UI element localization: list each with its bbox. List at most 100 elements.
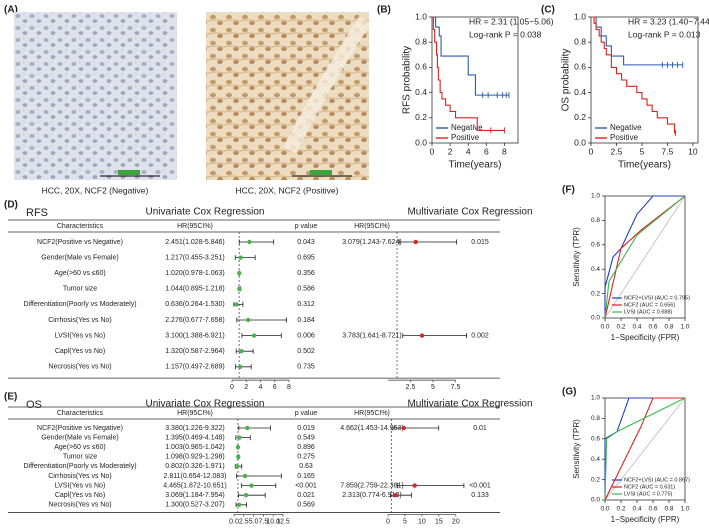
hr-label: 2.276(0.677-7.658) [165, 317, 225, 324]
y-tick-label: 0.4 [591, 456, 600, 463]
y-tick-label: 0.2 [415, 112, 427, 122]
y-tick-label: 0.2 [591, 290, 600, 297]
chance-line [604, 397, 686, 501]
hr-label: 2.811(0.654-12.083) [164, 473, 227, 480]
panel-label: (F) [562, 185, 575, 196]
survival-curve [591, 16, 676, 134]
x-tick-label: 10 [418, 518, 426, 525]
hazard-ratio [412, 483, 417, 488]
ihc-image [14, 12, 177, 180]
y-axis-label: Sensitivity (TPR) [572, 419, 581, 479]
p-value: 0.133 [471, 492, 489, 499]
x-tick-label: 8 [502, 146, 507, 156]
characteristic: Cirrhosis(Yes vs No) [48, 473, 112, 480]
annotation: Log-rank P = 0.038 [469, 29, 542, 39]
p-value: 0.569 [297, 502, 315, 509]
x-tick-label: 6 [273, 384, 277, 391]
x-tick-label: 2.5 [239, 518, 249, 525]
p-value: 0.549 [297, 434, 315, 441]
survival-curve [432, 16, 505, 131]
x-tick-label: 0.8 [664, 506, 673, 513]
hr-label: 1.300(0.527-3.207) [165, 502, 225, 509]
panel-label: (E) [4, 392, 17, 403]
x-tick-label: 2 [244, 384, 248, 391]
characteristic: Capl(Yes vs No) [55, 348, 105, 355]
panel-label: (C) [541, 5, 555, 16]
x-tick-label: 0 [430, 146, 435, 156]
confidence-interval [238, 239, 275, 245]
scale-bar [310, 170, 332, 175]
confidence-interval [396, 483, 465, 489]
scale-bar [118, 170, 140, 175]
x-tick-label: 10.0 [266, 518, 280, 525]
p-value: 0.735 [297, 364, 315, 371]
y-axis-label: OS probability [561, 49, 572, 112]
x-tick-label: 0.6 [648, 506, 657, 513]
p-value: 0.021 [297, 492, 315, 499]
column-header: HR(95CI%) [354, 410, 390, 417]
x-axis-label: Time(years) [618, 160, 671, 171]
annotation: Log-rank P = 0.013 [628, 29, 701, 39]
characteristic: LVSI(Yes vs No) [55, 332, 106, 339]
hazard-ratio [393, 493, 399, 498]
forest-title: RFS [26, 207, 48, 219]
x-tick-label: 7.5 [451, 384, 461, 391]
y-tick-label: 0.6 [574, 62, 586, 72]
hr-label: 1.020(0.978-1.063) [165, 270, 225, 277]
x-tick-label: 2.5 [611, 146, 623, 156]
image-caption: HCC, 20X, NCF2 (Negative) [42, 185, 149, 195]
legend-label: NCF2 (AUC = 0.631) [624, 484, 675, 490]
x-axis-label: 1−Specificity (FPR) [611, 515, 680, 524]
y-tick-label: 1.0 [591, 395, 600, 402]
hr-label: 3.069(1.184-7.954) [165, 492, 225, 499]
ihc-image [206, 12, 369, 180]
column-header: Characteristics [57, 223, 104, 230]
x-tick-label: 5 [640, 146, 645, 156]
p-value: 0.695 [297, 254, 315, 261]
hr-label: 2.451(1.028-5.846) [165, 239, 225, 246]
characteristic: Necrosis(Yes vs No) [48, 364, 111, 371]
y-axis-label: Sensitivity (TPR) [572, 227, 581, 287]
y-tick-label: 0.8 [415, 36, 427, 46]
p-value: 0.006 [297, 332, 315, 339]
confidence-interval [235, 348, 254, 354]
x-tick-label: 0.8 [664, 324, 673, 331]
x-tick-label: 12.5 [276, 518, 290, 525]
y-tick-label: 1.0 [574, 11, 586, 21]
hazard-ratio [238, 364, 243, 369]
confidence-interval [235, 364, 252, 370]
y-tick-label: 0.8 [574, 36, 586, 46]
y-tick-label: 0.6 [591, 242, 600, 249]
y-tick-label: 0.2 [574, 112, 586, 122]
characteristic: Differentiation(Poorly vs Moderately) [23, 301, 136, 308]
hazard-ratio [234, 302, 239, 307]
y-tick-label: 1.0 [415, 11, 427, 21]
p-value: 0.63 [299, 463, 313, 470]
y-tick-label: 0.4 [415, 87, 427, 97]
hr-label: 1.395(0.469-4.148) [165, 434, 225, 441]
plot-frame [590, 16, 699, 144]
legend-label: NCF2+LVSI (AUC = 0.867) [624, 477, 690, 483]
y-tick-label: 0.2 [591, 476, 600, 483]
column-header: HR(95CI%) [354, 223, 390, 230]
column-header: HR(95CI%) [177, 223, 213, 230]
confidence-interval [234, 255, 256, 261]
confidence-interval [240, 483, 277, 489]
x-tick-label: 7.5 [259, 518, 269, 525]
hr-label: 7.859(2.759-22.381) [340, 482, 403, 489]
p-value: 0.356 [297, 270, 315, 277]
legend-label: Negative [451, 123, 483, 132]
hazard-ratio [401, 425, 407, 431]
hazard-ratio [251, 333, 257, 338]
hr-label: 1.217(0.455-3.251) [165, 254, 225, 261]
section-title: Univariate Cox Regression [146, 207, 265, 218]
x-tick-label: 5 [431, 384, 435, 391]
characteristic: Gender(Male vs Female) [41, 434, 118, 441]
characteristic: Age(>60 vs ≤60) [54, 270, 106, 277]
x-axis-label: 1−Specificity (FPR) [611, 333, 680, 342]
p-value: 0.015 [471, 239, 489, 246]
panel-label: (B) [377, 5, 391, 16]
hazard-ratio [242, 473, 248, 479]
confidence-interval [392, 425, 440, 431]
